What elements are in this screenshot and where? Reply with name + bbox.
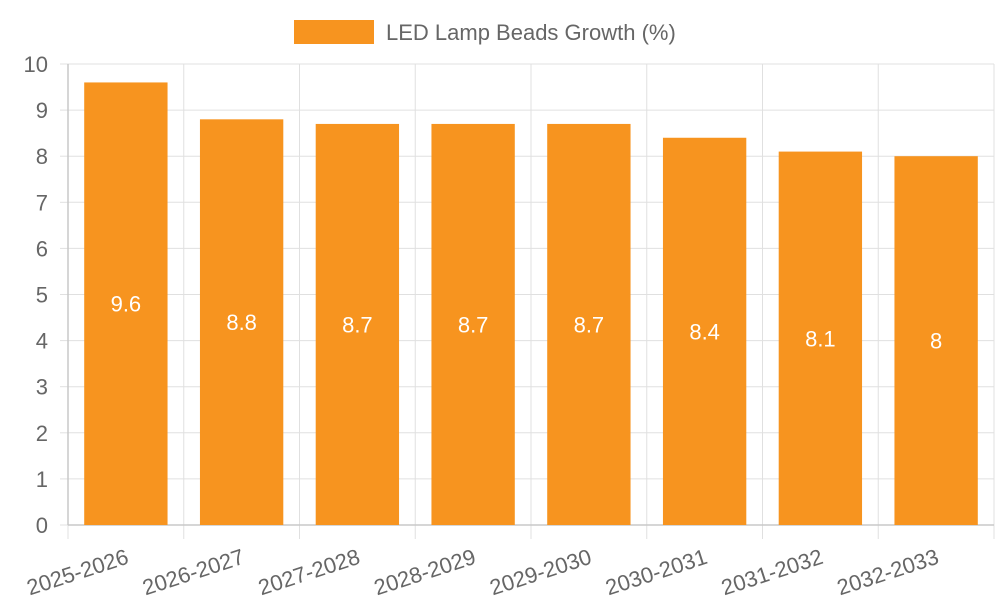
y-tick-label: 5 bbox=[36, 283, 48, 308]
y-tick-label: 3 bbox=[36, 375, 48, 400]
bars bbox=[84, 82, 978, 526]
legend-label: LED Lamp Beads Growth (%) bbox=[386, 20, 676, 45]
legend[interactable]: LED Lamp Beads Growth (%) bbox=[294, 20, 676, 45]
bar bbox=[84, 82, 168, 525]
y-tick-label: 4 bbox=[36, 329, 48, 354]
y-tick-label: 0 bbox=[36, 513, 48, 538]
bar bbox=[315, 123, 400, 526]
y-tick-label: 7 bbox=[36, 190, 48, 215]
x-tick-label: 2031-2032 bbox=[718, 544, 826, 600]
bar bbox=[547, 123, 631, 526]
y-tick-label: 6 bbox=[36, 236, 48, 261]
y-tick-label: 10 bbox=[24, 52, 48, 77]
bar bbox=[778, 151, 863, 525]
y-tick-label: 1 bbox=[36, 467, 48, 492]
bar-value-label: 8.7 bbox=[458, 312, 489, 337]
bar-value-label: 8 bbox=[930, 329, 942, 354]
x-tick-label: 2030-2031 bbox=[602, 544, 710, 600]
y-tick-label: 8 bbox=[36, 144, 48, 169]
x-tick-label: 2032-2033 bbox=[834, 544, 942, 600]
bar-value-label: 8.4 bbox=[689, 319, 720, 344]
bar bbox=[431, 123, 515, 526]
bar bbox=[894, 156, 978, 525]
bar-value-label: 8.7 bbox=[574, 312, 605, 337]
bar-value-label: 9.6 bbox=[111, 292, 142, 317]
y-tick-label: 9 bbox=[36, 98, 48, 123]
bar-value-label: 8.7 bbox=[342, 312, 373, 337]
data-labels: 9.6 8.8 8.7 8.7 8.7 8.4 8.1 8 bbox=[111, 292, 943, 354]
x-tick-label: 2027-2028 bbox=[255, 544, 363, 600]
legend-swatch bbox=[294, 20, 374, 44]
y-tick-label: 2 bbox=[36, 421, 48, 446]
bar bbox=[199, 119, 284, 525]
x-tick-label: 2028-2029 bbox=[371, 544, 479, 600]
bar-value-label: 8.1 bbox=[805, 326, 836, 351]
x-tick-label: 2026-2027 bbox=[139, 544, 247, 600]
bar bbox=[662, 137, 747, 525]
x-tick-label: 2029-2030 bbox=[487, 544, 595, 600]
bar-value-label: 8.8 bbox=[226, 310, 257, 335]
x-tick-label: 2025-2026 bbox=[24, 544, 132, 600]
